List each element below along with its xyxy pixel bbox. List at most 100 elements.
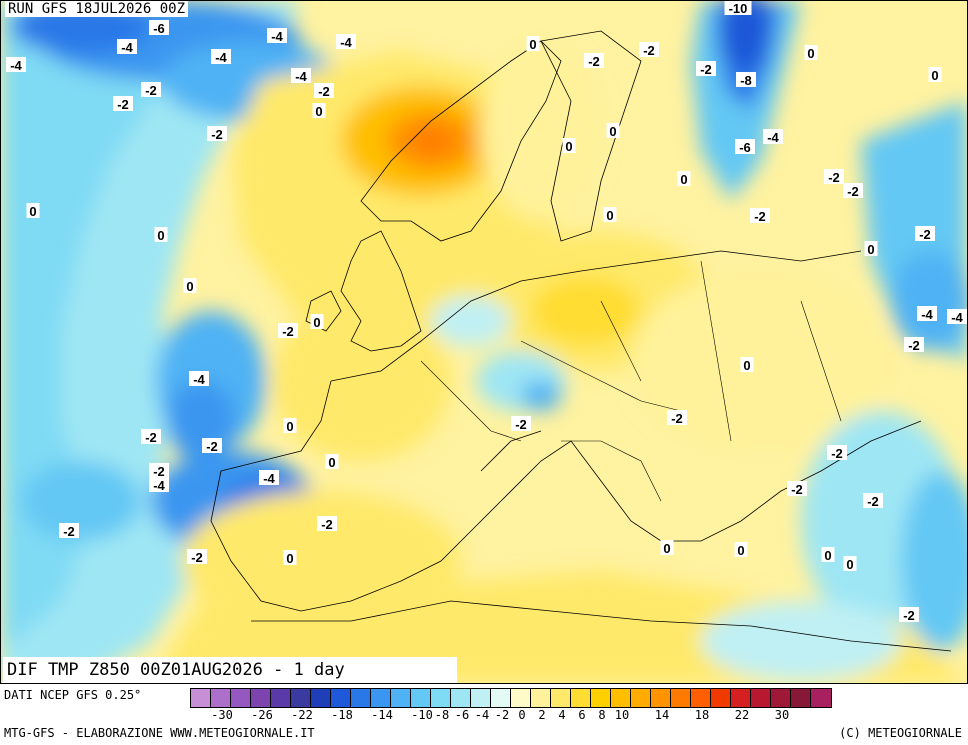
isotherm-value-label: -2 — [791, 482, 803, 497]
isotherm-label-bg — [59, 523, 79, 538]
isotherm-label-bg — [26, 203, 40, 218]
map-title: DIF TMP Z850 00Z01AUG2026 - 1 day — [3, 657, 457, 683]
isotherm-label-bg — [149, 477, 169, 492]
scale-swatch — [391, 689, 411, 707]
scale-tick-label: -14 — [371, 708, 393, 722]
temperature-anomaly-map: -6 -4 -4 -4 -4 -4 -2 -2 -2 -4 -2 0 -2 -2 -2 -10 -8 -4 -6 0 0… — [0, 0, 968, 684]
isotherm-label-bg — [947, 309, 967, 324]
isotherm-value-label: -2 — [847, 184, 859, 199]
isotherm-label-bg — [259, 470, 279, 485]
scale-swatch — [751, 689, 771, 707]
isotherm-label-bg — [821, 547, 835, 562]
isotherm-value-label: 0 — [737, 543, 744, 558]
isotherm-value-label: -2 — [206, 439, 218, 454]
scale-swatch — [611, 689, 631, 707]
isotherm-value-label: -2 — [515, 417, 527, 432]
isotherm-value-label: -2 — [671, 411, 683, 426]
isotherm-label-bg — [584, 53, 604, 68]
isotherm-value-label: -4 — [193, 372, 205, 387]
scale-swatch — [451, 689, 471, 707]
scale-tick-label: -22 — [291, 708, 313, 722]
isotherm-label-bg — [187, 549, 207, 564]
isotherm-value-label: 0 — [313, 315, 320, 330]
isotherm-value-label: 0 — [186, 279, 193, 294]
isotherm-value-label: -10 — [729, 1, 748, 16]
isotherm-value-label: -4 — [215, 50, 227, 65]
isotherm-label-bg — [735, 139, 755, 154]
isotherm-label-bg — [325, 454, 339, 469]
isotherm-value-label: -2 — [828, 170, 840, 185]
scale-tick-label: 4 — [558, 708, 566, 722]
scale-swatch — [431, 689, 451, 707]
scale-swatch — [351, 689, 371, 707]
isotherm-label-bg — [149, 20, 169, 35]
scale-tick-label: -8 — [434, 708, 450, 722]
isotherm-label-bg — [291, 68, 311, 83]
isotherm-value-label: -4 — [340, 35, 352, 50]
isotherm-value-label: -4 — [121, 40, 133, 55]
isotherm-value-label: -4 — [951, 310, 963, 325]
isotherm-value-label: -2 — [321, 517, 333, 532]
scale-tick-label: -18 — [331, 708, 353, 722]
scale-tick-label: 0 — [518, 708, 526, 722]
isotherm-label-bg — [740, 357, 754, 372]
color-scale-ticks: -30 -26 -22 -18 -14 -10 -8 -6 -4 -2 0 2 4 6 8 10 14 18 22 3… — [190, 708, 968, 722]
isotherm-value-label: 0 — [606, 208, 613, 223]
scale-tick-label: 18 — [694, 708, 710, 722]
isotherm-value-label: -4 — [271, 29, 283, 44]
isotherm-value-label: 0 — [807, 46, 814, 61]
isotherm-label-bg — [763, 129, 783, 144]
coastlines — [210, 30, 952, 652]
isotherm-label-bg — [117, 39, 137, 54]
scale-tick-label: 22 — [734, 708, 750, 722]
isotherm-value-label: 0 — [29, 204, 36, 219]
isotherm-value-label: -2 — [145, 83, 157, 98]
isotherm-value-label: -4 — [263, 471, 275, 486]
scale-tick-label: 30 — [774, 708, 790, 722]
scale-swatch — [211, 689, 231, 707]
isotherm-value-label: -2 — [211, 127, 223, 142]
isotherm-label-bg — [6, 57, 26, 72]
isotherm-label-bg — [904, 337, 924, 352]
isotherm-value-label: -2 — [754, 209, 766, 224]
isotherm-value-label: -2 — [117, 97, 129, 112]
isotherm-label-bg — [149, 463, 169, 478]
isotherm-label-bg — [211, 49, 231, 64]
isotherm-label-bg — [915, 226, 935, 241]
scale-swatch — [191, 689, 211, 707]
isotherm-value-label: 0 — [680, 172, 687, 187]
isotherm-value-label: 0 — [743, 358, 750, 373]
isotherm-value-label: -2 — [903, 608, 915, 623]
isotherm-label-bg — [283, 418, 297, 433]
isotherm-label-bg — [724, 1, 752, 15]
scale-swatch — [531, 689, 551, 707]
isotherm-label-bg — [824, 169, 844, 184]
isotherm-value-label: -2 — [643, 43, 655, 58]
map-canvas: -6-4-4-4 -4-4-2-2 -2-4-20-2-2-2-10-8-4-600… — [1, 1, 967, 683]
scale-tick-label: -2 — [494, 708, 510, 722]
scale-swatch — [731, 689, 751, 707]
isotherm-value-label: -2 — [908, 338, 920, 353]
isotherm-value-label: -6 — [153, 21, 165, 36]
scale-swatch — [651, 689, 671, 707]
isotherm-value-label: 0 — [157, 228, 164, 243]
isotherm-label-bg — [283, 550, 297, 565]
scale-swatch — [371, 689, 391, 707]
isotherm-label-bg — [660, 540, 674, 555]
scale-swatch — [231, 689, 251, 707]
isotherm-label-bg — [734, 542, 748, 557]
isotherm-value-label: -4 — [295, 69, 307, 84]
isotherm-label-bg — [189, 371, 209, 386]
isotherm-value-label: 0 — [931, 68, 938, 83]
isotherm-label-bg — [141, 82, 161, 97]
scale-tick-label: 10 — [614, 708, 630, 722]
isotherm-label-bg — [917, 306, 937, 321]
scale-swatch — [491, 689, 511, 707]
isotherm-label-bg — [312, 103, 326, 118]
credit-label: (C) METEOGIORNALE — [839, 726, 962, 740]
isotherm-value-label: -2 — [919, 227, 931, 242]
scale-swatch — [311, 689, 331, 707]
isotherm-label-bg — [278, 323, 298, 338]
scale-tick-label: 8 — [598, 708, 606, 722]
isotherm-value-label: 0 — [529, 37, 536, 52]
